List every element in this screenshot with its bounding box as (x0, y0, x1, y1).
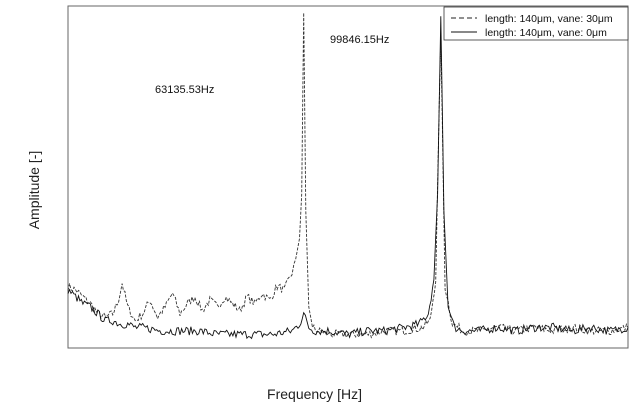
peak-annotation-63135: 63135.53Hz (155, 84, 214, 96)
series-layer (67, 12, 629, 340)
legend: length: 140μm, vane: 30μm length: 140μm,… (443, 6, 629, 41)
series-line-1 (67, 16, 629, 340)
plot-frame (67, 5, 629, 349)
x-axis-label: Frequency [Hz] (267, 386, 362, 402)
legend-entry-vane-0: length: 140μm, vane: 0μm (485, 27, 607, 39)
legend-entry-vane-30: length: 140μm, vane: 30μm (485, 13, 613, 25)
peak-annotation-99846: 99846.15Hz (330, 34, 389, 46)
legend-box (443, 6, 629, 41)
series-line-0 (67, 12, 629, 339)
y-axis-label: Amplitude [-] (26, 150, 42, 230)
